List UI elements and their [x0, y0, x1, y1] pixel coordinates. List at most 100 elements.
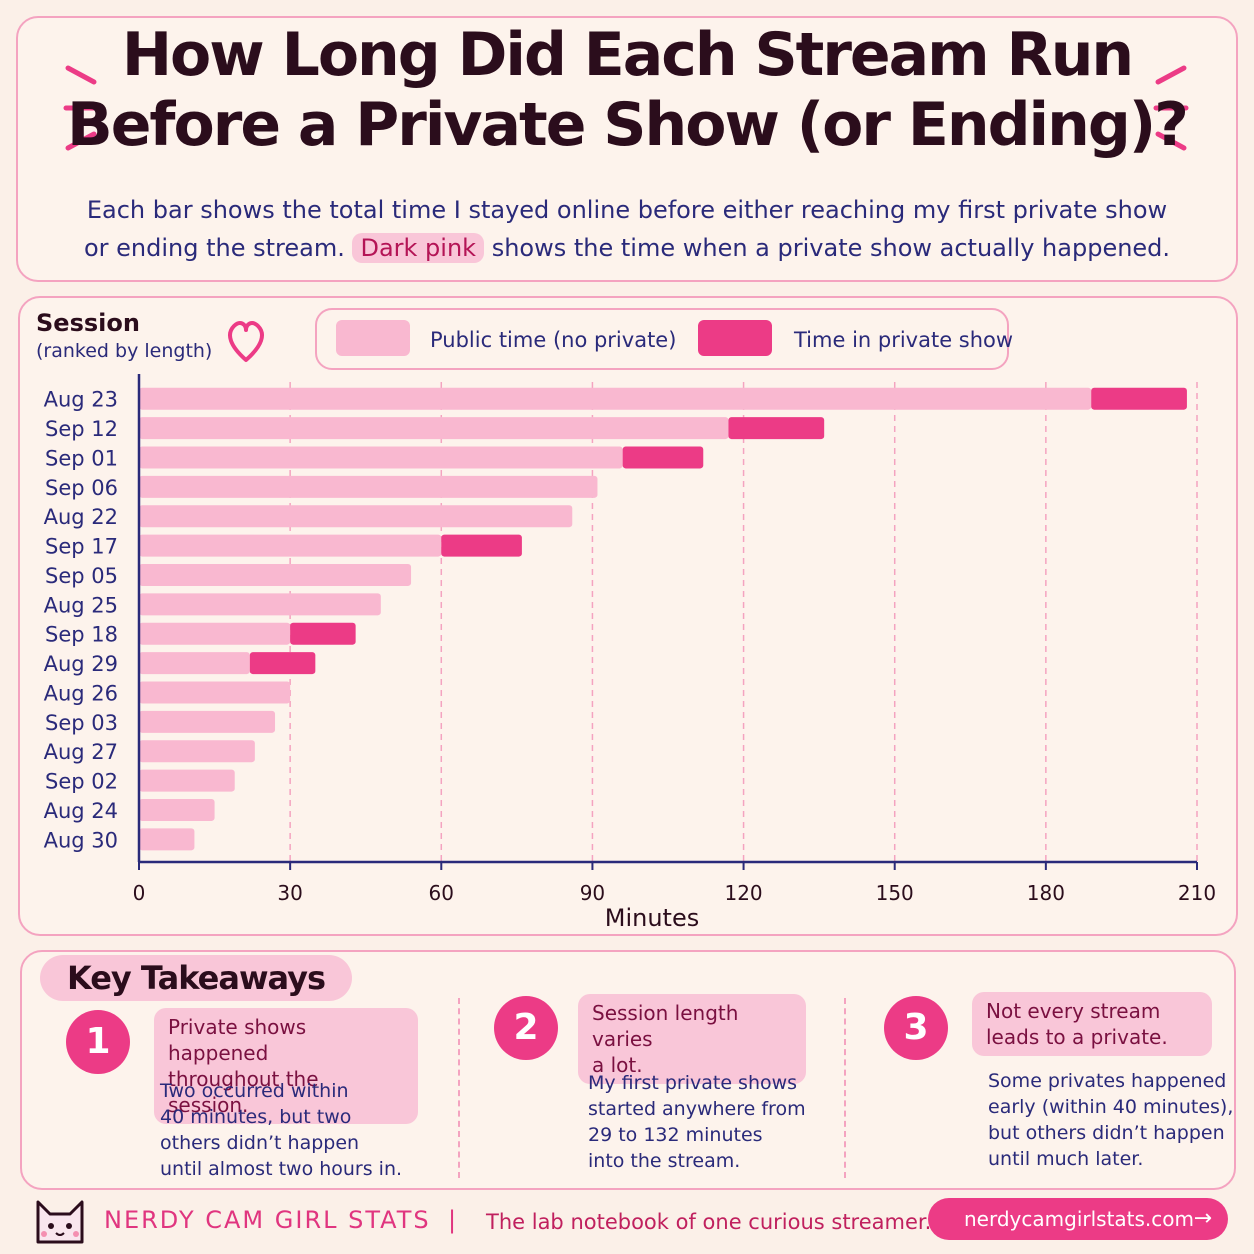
takeaway-1-heading-line-2: throughout the session.	[168, 1067, 319, 1117]
y-tick-label: Aug 26	[44, 681, 118, 705]
takeaway-3-number: 3	[884, 996, 948, 1060]
title-card	[16, 16, 1238, 282]
x-tick-label: 90	[580, 881, 605, 905]
bar-public-aug-30	[139, 828, 195, 851]
x-tick-label: 120	[724, 881, 762, 905]
y-tick-label: Aug 25	[44, 593, 118, 617]
page-title-line-2: Before a Private Show (or Ending)?	[67, 90, 1189, 160]
y-tick-label: Sep 05	[45, 564, 118, 588]
bar-public-sep-12	[139, 417, 729, 440]
heart-icon	[228, 321, 264, 362]
legend-label-private: Time in private show	[793, 328, 1013, 352]
takeaway-3-body-line: but others didn’t happen	[988, 1122, 1225, 1144]
bar-public-sep-18	[139, 622, 291, 645]
y-tick-label: Aug 29	[44, 652, 118, 676]
y-tick-label: Sep 18	[45, 623, 118, 647]
subtitle-line-2: or ending the stream. Dark pink shows th…	[0, 230, 1254, 266]
bar-public-aug-27	[139, 740, 255, 763]
takeaways-heading: Key Takeaways	[40, 955, 352, 1001]
bar-private-sep-17	[441, 534, 522, 557]
bars	[139, 387, 1187, 851]
footer-tagline: The lab notebook of one curious streamer…	[486, 1210, 932, 1234]
tick-labels: 0 30 60 90 120 150 180 210 Aug 23 Sep 12 Sep 01 Sep…	[44, 388, 1217, 905]
x-tick-label: 150	[876, 881, 914, 905]
website-link-label: nerdycamgirlstats.com	[964, 1207, 1194, 1231]
takeaway-1-body-line: 40 minutes, but two	[160, 1106, 352, 1128]
legend	[315, 308, 1009, 370]
stacked-bar-chart: 0 30 60 90 120 150 180 210 Aug 23 Sep 12 Sep 01 Sep…	[36, 308, 1217, 932]
bar-public-sep-03	[139, 710, 276, 733]
takeaway-1-number: 1	[66, 1010, 130, 1074]
takeaway-2-number: 2	[494, 996, 558, 1060]
takeaway-2-body-line: into the stream.	[588, 1150, 741, 1172]
sparkle-lines-right-icon	[1153, 65, 1189, 151]
bar-public-aug-22	[139, 505, 573, 528]
legend-label-public: Public time (no private)	[430, 328, 676, 352]
bar-private-sep-12	[728, 417, 825, 440]
x-tick-label: 30	[277, 881, 302, 905]
x-axis-label: Minutes	[605, 904, 699, 932]
arrow-right-icon: →	[1193, 1206, 1212, 1231]
website-link-button[interactable]: nerdycamgirlstats.com →	[928, 1198, 1228, 1240]
bar-private-aug-29	[249, 652, 316, 675]
legend-swatch-public	[336, 320, 410, 356]
y-tick-label: Aug 27	[44, 740, 118, 764]
sparkle-lines-left-icon	[63, 65, 99, 151]
takeaway-3-heading: Not every stream leads to a private.	[972, 992, 1212, 1056]
cat-logo-icon	[36, 1200, 84, 1244]
takeaway-1-body-line: others didn’t happen	[160, 1132, 360, 1154]
subtitle-line-1: Each bar shows the total time I stayed o…	[86, 196, 1168, 224]
x-tick-label: 210	[1178, 881, 1216, 905]
bar-public-sep-06	[139, 475, 598, 498]
takeaway-2-body-line: My first private shows	[588, 1072, 798, 1094]
takeaway-3-body: Some privates happened early (within 40 …	[988, 1068, 1233, 1172]
bar-private-sep-01	[622, 446, 704, 469]
subtitle-highlight: Dark pink	[352, 233, 485, 263]
takeaway-1-body: Two occurred within 40 minutes, but two …	[160, 1078, 402, 1182]
y-axis-subtitle: (ranked by length)	[36, 340, 212, 362]
y-tick-label: Aug 23	[44, 388, 118, 412]
page-title-line-1: How Long Did Each Stream Run	[121, 20, 1134, 90]
bar-public-aug-24	[139, 798, 215, 821]
footer-separator: |	[448, 1206, 457, 1234]
takeaway-divider	[458, 998, 460, 1178]
bar-public-aug-29	[139, 652, 250, 675]
bar-private-aug-23	[1091, 387, 1187, 410]
y-tick-label: Sep 02	[45, 770, 118, 794]
x-tick-label: 180	[1027, 881, 1065, 905]
y-axis-title: Session	[36, 309, 140, 337]
y-tick-label: Aug 22	[44, 505, 118, 529]
takeaway-3-heading-line-1: Not every stream	[986, 999, 1161, 1023]
x-tick-label: 0	[133, 881, 146, 905]
bar-public-sep-17	[139, 534, 442, 557]
subtitle-text-after: shows the time when a private show actua…	[491, 234, 1171, 262]
takeaway-divider	[844, 998, 846, 1178]
y-tick-label: Sep 01	[45, 446, 118, 470]
takeaway-2-heading-line-1: Session length varies	[592, 1001, 739, 1051]
takeaway-3-body-line: early (within 40 minutes),	[988, 1096, 1234, 1118]
bar-public-sep-01	[139, 446, 623, 469]
takeaway-1-heading: Private shows happened throughout the se…	[154, 1008, 418, 1124]
takeaway-3-heading-line-2: leads to a private.	[986, 1025, 1168, 1049]
takeaway-2-heading-line-2: a lot.	[592, 1053, 643, 1077]
x-tick-label: 60	[429, 881, 454, 905]
bar-private-sep-18	[290, 622, 356, 645]
y-tick-label: Aug 24	[44, 799, 118, 823]
takeaway-2-body-line: 29 to 132 minutes	[588, 1124, 763, 1146]
y-tick-label: Sep 03	[45, 711, 118, 735]
bar-public-aug-23	[139, 387, 1092, 410]
takeaway-1-body-line: until almost two hours in.	[160, 1158, 403, 1180]
takeaway-2-body: My first private shows started anywhere …	[588, 1070, 806, 1174]
y-tick-label: Sep 17	[45, 535, 118, 559]
takeaway-3-body-line: Some privates happened	[988, 1070, 1227, 1092]
bar-public-sep-05	[139, 563, 412, 586]
takeaway-2-heading: Session length varies a lot.	[578, 994, 806, 1084]
subtitle-text-before: or ending the stream.	[83, 234, 345, 262]
y-tick-label: Aug 30	[44, 828, 118, 852]
takeaway-2-body-line: started anywhere from	[588, 1098, 806, 1120]
axes	[137, 374, 1198, 870]
bar-public-aug-26	[139, 681, 291, 704]
bar-public-aug-25	[139, 593, 381, 616]
legend-swatch-private	[698, 320, 772, 356]
takeaway-1-heading-line-1: Private shows happened	[168, 1015, 307, 1065]
